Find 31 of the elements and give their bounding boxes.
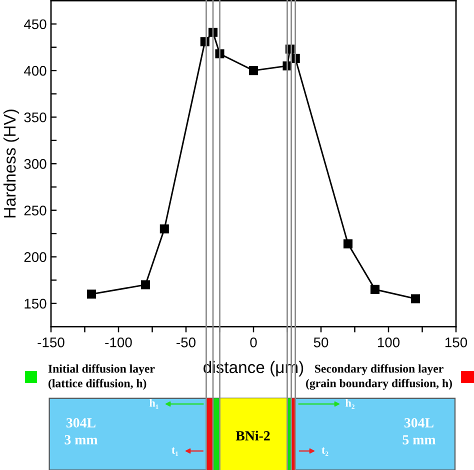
text: 304L 5 mm xyxy=(402,418,436,444)
x-tick-label: 50 xyxy=(314,337,328,348)
x-tick-label: 150 xyxy=(445,337,468,348)
point xyxy=(343,239,353,248)
y-axis-title: Hardness (HV) xyxy=(3,110,19,218)
x-tick-label: -150 xyxy=(38,337,64,348)
point xyxy=(410,294,420,304)
point xyxy=(248,66,258,76)
text: Initial diffusion layer (lattice diffusion, h) xyxy=(48,364,155,390)
x-tick-label: -50 xyxy=(176,337,196,348)
y-tick-label: 450 xyxy=(24,19,46,30)
text: 304L 3 mm xyxy=(64,418,98,444)
y-tick-label: 350 xyxy=(24,112,46,122)
text: t₁ xyxy=(172,447,178,456)
x-tick-label: 100 xyxy=(378,337,400,348)
text: t₂ xyxy=(322,447,328,456)
text: BNi-2 xyxy=(236,430,270,440)
point xyxy=(140,280,150,290)
point xyxy=(160,224,169,234)
text: Secondary diffusion layer (grain boundary diffusion, h) xyxy=(306,364,452,390)
x-tick-label: 0 xyxy=(250,337,257,348)
y-tick-label: 200 xyxy=(24,252,46,262)
x-tick-label: -100 xyxy=(105,337,132,348)
y-tick-label: 150 xyxy=(24,298,46,309)
point xyxy=(370,284,380,294)
point xyxy=(86,290,96,299)
y-tick-label: 250 xyxy=(24,206,46,216)
y-tick-label: 300 xyxy=(24,159,46,169)
y-tick-label: 400 xyxy=(24,66,46,76)
text: h₂ xyxy=(346,398,354,409)
text: h₁ xyxy=(150,398,158,409)
